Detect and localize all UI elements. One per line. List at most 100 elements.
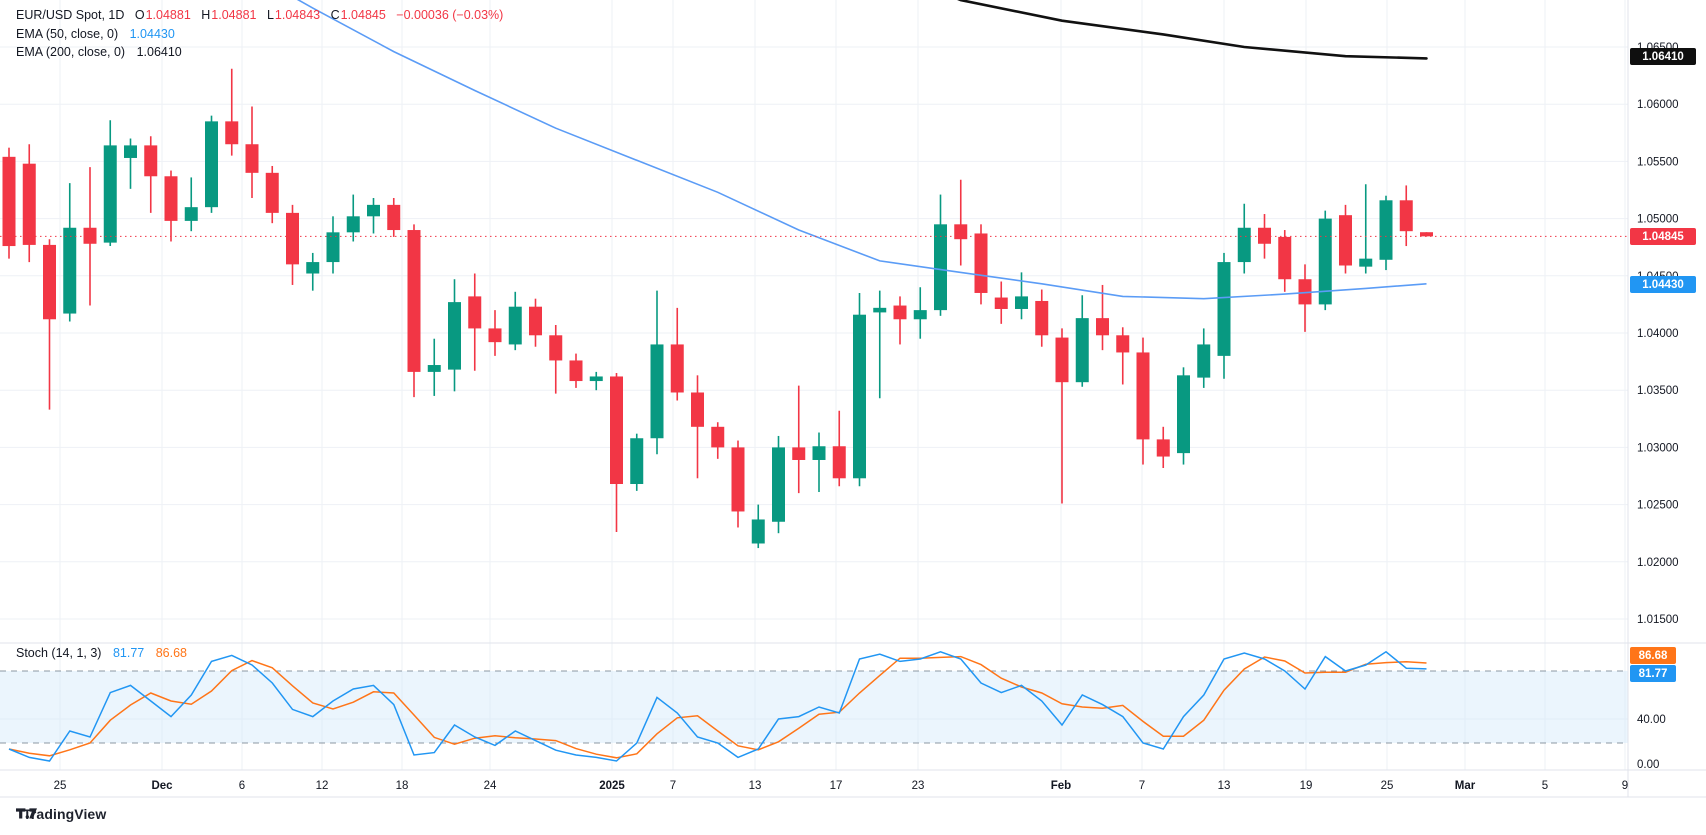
time-axis-label: 9 bbox=[1622, 780, 1628, 792]
stoch-axis-label: 40.00 bbox=[1637, 714, 1666, 726]
candle-body bbox=[1399, 200, 1413, 232]
chart-grid bbox=[0, 0, 1628, 770]
stoch-d-value: 86.68 bbox=[155, 646, 187, 660]
ema50-legend-row[interactable]: EMA (50, close, 0) 1.04430 bbox=[16, 25, 503, 44]
candle-body bbox=[265, 172, 279, 213]
time-axis-label: Dec bbox=[151, 780, 173, 792]
candle-body bbox=[164, 176, 178, 221]
candle-body bbox=[1075, 318, 1089, 383]
low-value: 1.04843 bbox=[274, 8, 321, 22]
candlestick-series bbox=[2, 68, 1433, 549]
price-axis-label: 1.05500 bbox=[1637, 156, 1679, 168]
candle-body bbox=[853, 314, 866, 479]
open-label: O bbox=[134, 8, 145, 22]
time-axis-label: Feb bbox=[1051, 780, 1071, 792]
candle-body bbox=[954, 224, 968, 240]
time-axis-label: Mar bbox=[1455, 780, 1476, 792]
time-axis-label: 25 bbox=[1381, 780, 1394, 792]
watermark-text: TradingView bbox=[23, 806, 107, 822]
stoch-d-badge: 86.68 bbox=[1630, 647, 1676, 664]
time-axis-label: 7 bbox=[1139, 780, 1145, 792]
stochastic-lines bbox=[8, 650, 1427, 762]
candle-body bbox=[1258, 227, 1271, 244]
time-axis-label: 2025 bbox=[599, 780, 625, 792]
last-price-badge: 1.04845 bbox=[1630, 228, 1696, 245]
high-value: 1.04881 bbox=[211, 8, 257, 22]
candle-body bbox=[1055, 337, 1069, 383]
candle-body bbox=[832, 446, 846, 479]
candle-body bbox=[1136, 352, 1150, 440]
candle-body bbox=[124, 145, 137, 158]
stoch-axis-label: 0.00 bbox=[1637, 759, 1659, 771]
candle-body bbox=[103, 145, 117, 243]
time-axis-label: 7 bbox=[670, 780, 676, 792]
candle-body bbox=[43, 244, 56, 320]
high-label: H bbox=[201, 8, 211, 22]
candle-body bbox=[22, 163, 36, 245]
stoch-d-path bbox=[8, 655, 1427, 759]
stoch-label: Stoch (14, 1, 3) bbox=[16, 646, 102, 660]
candle-body bbox=[529, 306, 542, 336]
candle-body bbox=[184, 207, 198, 221]
candle-body bbox=[751, 519, 765, 544]
ema200-legend-row[interactable]: EMA (200, close, 0) 1.06410 bbox=[16, 43, 503, 62]
ema200-path bbox=[957, 0, 1428, 60]
time-axis-label: 23 bbox=[912, 780, 925, 792]
close-label: C bbox=[330, 8, 340, 22]
candle-body bbox=[346, 216, 360, 233]
candle-body bbox=[488, 328, 502, 343]
candle-body bbox=[630, 438, 644, 485]
candle-body bbox=[326, 232, 340, 263]
tradingview-watermark[interactable]: TradingView bbox=[16, 806, 106, 822]
candle-body bbox=[1096, 318, 1109, 336]
candle-body bbox=[1156, 439, 1170, 457]
candle-body bbox=[569, 360, 583, 382]
price-axis-label: 1.03000 bbox=[1637, 442, 1679, 454]
candle-body bbox=[670, 344, 684, 393]
stoch-band bbox=[0, 670, 1628, 744]
candle-body bbox=[934, 224, 947, 311]
symbol-title: EUR/USD Spot, 1D bbox=[16, 8, 125, 22]
candle-body bbox=[772, 447, 785, 522]
candle-body bbox=[1217, 262, 1231, 356]
candle-body bbox=[2, 156, 16, 247]
ema200-label: EMA (200, close, 0) bbox=[16, 45, 126, 59]
open-value: 1.04881 bbox=[145, 8, 191, 22]
ema200-line bbox=[957, 0, 1428, 60]
stoch-legend-row[interactable]: Stoch (14, 1, 3) 81.77 86.68 bbox=[16, 646, 187, 660]
candle-body bbox=[1035, 300, 1049, 336]
ema50-path bbox=[296, 0, 1427, 300]
candle-body bbox=[610, 376, 623, 485]
candle-body bbox=[994, 297, 1008, 309]
candle-body bbox=[893, 305, 907, 320]
symbol-legend-row[interactable]: EUR/USD Spot, 1D O1.04881 H1.04881 L1.04… bbox=[16, 6, 503, 25]
candle-body bbox=[407, 230, 421, 372]
candle-body bbox=[1177, 375, 1190, 454]
stoch-k-badge: 81.77 bbox=[1630, 665, 1676, 682]
candle-body bbox=[711, 426, 725, 448]
ema50-value: 1.04430 bbox=[129, 26, 175, 41]
time-axis-label: 13 bbox=[749, 780, 762, 792]
price-axis-label: 1.05000 bbox=[1637, 214, 1679, 226]
low-label: L bbox=[266, 8, 274, 22]
stoch-k-path bbox=[8, 650, 1427, 762]
candle-body bbox=[245, 144, 259, 173]
candle-body bbox=[387, 204, 401, 231]
time-axis-label: 17 bbox=[830, 780, 843, 792]
candle-body bbox=[1116, 335, 1130, 353]
candle-body bbox=[427, 365, 441, 372]
candle-body bbox=[468, 296, 482, 329]
time-axis[interactable] bbox=[0, 770, 1628, 797]
time-axis-label: 12 bbox=[316, 780, 329, 792]
price-axis-label: 1.04000 bbox=[1637, 328, 1679, 340]
candle-body bbox=[306, 262, 320, 274]
close-value: 1.04845 bbox=[340, 8, 386, 22]
candle-body bbox=[913, 310, 927, 320]
candle-body bbox=[225, 121, 239, 145]
candle-body bbox=[650, 344, 664, 439]
price-axis[interactable] bbox=[1628, 0, 1706, 797]
candle-body bbox=[549, 335, 563, 361]
candle-body bbox=[205, 121, 218, 208]
